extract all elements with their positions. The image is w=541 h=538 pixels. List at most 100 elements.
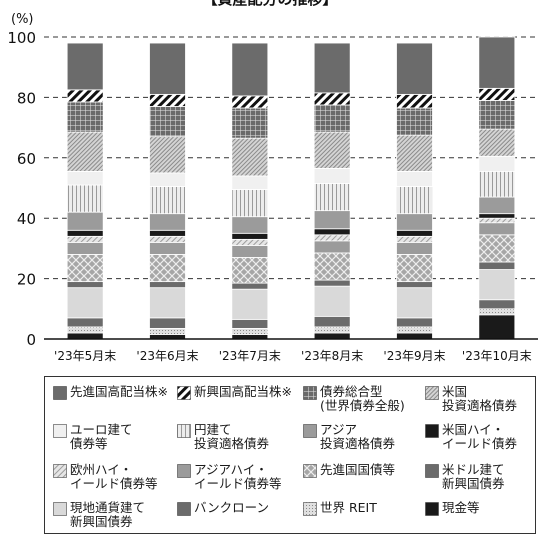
legend-item: 米国 投資適格債券 bbox=[425, 385, 517, 413]
chart-legend: 先進国高配当株※ 新興国高配当株※ 債券総合型 (世界債券全般) 米国 投資適格債券ユ… bbox=[44, 376, 536, 534]
legend-item: 現金等 bbox=[425, 501, 480, 516]
legend-swatch-fill bbox=[303, 502, 317, 516]
bar-segment bbox=[231, 328, 269, 335]
bar-segment bbox=[313, 228, 351, 236]
bar-segment bbox=[149, 287, 186, 319]
bar-segment bbox=[478, 100, 516, 130]
bar-segment bbox=[313, 92, 351, 106]
bar-segment bbox=[313, 104, 351, 133]
x-tick-label: '23年10月末 bbox=[462, 349, 532, 363]
legend-swatch-fill bbox=[177, 386, 191, 400]
bar-segment bbox=[66, 254, 104, 283]
legend-swatch-fill bbox=[425, 464, 439, 478]
bar-segment bbox=[313, 240, 351, 254]
x-tick-label: '23年7月末 bbox=[219, 349, 281, 363]
bar-segment bbox=[66, 131, 104, 172]
bar-segment bbox=[149, 172, 186, 187]
bar-segment bbox=[313, 279, 351, 287]
legend-swatch-fill bbox=[303, 464, 317, 478]
bar-segment bbox=[313, 234, 351, 242]
legend-item: アジア 投資適格債券 bbox=[303, 423, 395, 451]
bar-segment bbox=[149, 136, 186, 174]
legend-swatch-fill bbox=[303, 386, 317, 400]
bar-segment bbox=[313, 315, 351, 328]
legend-label: アジア 投資適格債券 bbox=[320, 422, 396, 451]
bar-segment bbox=[66, 326, 104, 334]
legend-swatch-fill bbox=[303, 424, 317, 438]
legend-item: 新興国高配当株※ bbox=[177, 385, 292, 400]
legend-item: 先進国国債等 bbox=[303, 463, 395, 478]
bar-segment bbox=[313, 326, 351, 334]
bar-segment bbox=[478, 170, 516, 198]
bar-segment bbox=[478, 299, 516, 310]
legend-item: 米国ハイ・ イールド債券 bbox=[425, 423, 517, 451]
bar-segment bbox=[396, 186, 433, 215]
bar-segment bbox=[149, 229, 186, 237]
legend-swatch-fill bbox=[425, 424, 439, 438]
legend-item: 現地通貨建て 新興国債券 bbox=[53, 501, 145, 529]
bar-segment bbox=[313, 285, 351, 317]
bar-segment bbox=[478, 234, 516, 263]
legend-swatch bbox=[177, 386, 191, 400]
legend-label: ユーロ建て 債券等 bbox=[70, 422, 133, 451]
bar-segment bbox=[66, 229, 104, 237]
bar-segment bbox=[149, 317, 186, 329]
bar-segment bbox=[313, 210, 351, 230]
legend-label: 米ドル建て 新興国債券 bbox=[442, 462, 505, 491]
legend-swatch bbox=[303, 386, 317, 400]
legend-item: 債券総合型 (世界債券全般) bbox=[303, 385, 405, 413]
bar-segment bbox=[66, 281, 104, 289]
legend-swatch bbox=[425, 424, 439, 438]
legend-swatch bbox=[303, 464, 317, 478]
legend-swatch-fill bbox=[53, 386, 67, 400]
y-tick-label: 60 bbox=[17, 150, 36, 168]
legend-item: 欧州ハイ・ イールド債券等 bbox=[53, 463, 158, 491]
bar-segment bbox=[231, 175, 269, 190]
legend-label: 現金等 bbox=[442, 500, 480, 515]
stacked-bar-chart: 【資産配分の推移】 (%) 0 20 40 60 80 100 '23年5月末 '23年6月末 '2… bbox=[7, 0, 538, 363]
bar-segment bbox=[478, 269, 516, 301]
y-tick-label: 80 bbox=[17, 89, 36, 107]
legend-swatch bbox=[303, 424, 317, 438]
legend-swatch-fill bbox=[425, 386, 439, 400]
bar-segment bbox=[149, 106, 186, 138]
legend-label: 世界 REIT bbox=[320, 500, 377, 515]
bar-segment bbox=[231, 95, 269, 109]
legend-label: アジアハイ・ イールド債券等 bbox=[194, 462, 282, 491]
bar-segment bbox=[396, 235, 433, 243]
bar-segment bbox=[66, 317, 104, 328]
legend-swatch bbox=[53, 464, 67, 478]
bar-segment bbox=[66, 89, 104, 103]
bar-segment bbox=[396, 42, 433, 95]
legend-label: 米国 投資適格債券 bbox=[442, 384, 518, 413]
bar-segment bbox=[231, 42, 269, 97]
y-unit-label: (%) bbox=[11, 12, 34, 27]
x-tick-label: '23年6月末 bbox=[136, 349, 198, 363]
legend-swatch-fill bbox=[53, 502, 67, 516]
y-tick-label: 100 bbox=[7, 29, 36, 47]
bar-segment bbox=[66, 184, 104, 213]
legend-swatch-fill bbox=[53, 464, 67, 478]
bar-segment bbox=[231, 216, 269, 234]
legend-swatch bbox=[53, 386, 67, 400]
legend-swatch-fill bbox=[177, 502, 191, 516]
bar-segment bbox=[396, 326, 433, 334]
bar-segment bbox=[231, 238, 269, 246]
bar-segment bbox=[478, 308, 516, 316]
bar-segment bbox=[478, 128, 516, 157]
legend-swatch bbox=[177, 502, 191, 516]
y-tick-label: 0 bbox=[26, 331, 36, 349]
bar-segment bbox=[396, 107, 433, 136]
legend-swatch bbox=[303, 502, 317, 516]
legend-swatch bbox=[425, 502, 439, 516]
bar-segment bbox=[478, 222, 516, 236]
legend-label: 米国ハイ・ イールド債券 bbox=[442, 422, 518, 451]
bar-segment bbox=[231, 288, 269, 320]
legend-swatch-fill bbox=[53, 424, 67, 438]
legend-item: 世界 REIT bbox=[303, 501, 377, 516]
bar-segment bbox=[149, 328, 186, 335]
legend-label: バンクローン bbox=[194, 500, 270, 515]
bar-segment bbox=[478, 155, 516, 172]
legend-swatch-fill bbox=[177, 464, 191, 478]
bar-segment bbox=[478, 314, 516, 340]
